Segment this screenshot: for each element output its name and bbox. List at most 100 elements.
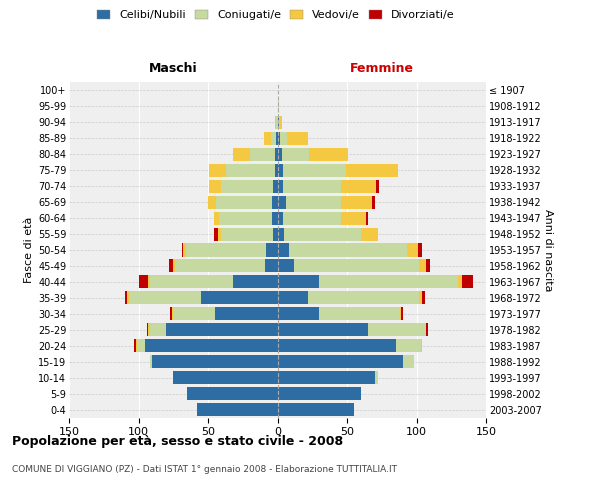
- Bar: [170, 308, 172, 320]
- Bar: [172, 308, 173, 320]
- Bar: [276, 116, 277, 129]
- Bar: [277, 180, 283, 192]
- Bar: [209, 164, 226, 177]
- Text: Popolazione per età, sesso e stato civile - 2008: Popolazione per età, sesso e stato civil…: [12, 435, 343, 448]
- Bar: [265, 260, 277, 272]
- Bar: [341, 196, 372, 208]
- Bar: [129, 292, 201, 304]
- Bar: [284, 228, 361, 240]
- Bar: [418, 244, 422, 256]
- Bar: [197, 403, 277, 416]
- Bar: [217, 196, 272, 208]
- Bar: [277, 132, 280, 145]
- Bar: [277, 308, 319, 320]
- Bar: [125, 292, 127, 304]
- Bar: [400, 308, 401, 320]
- Bar: [279, 116, 280, 129]
- Bar: [361, 228, 377, 240]
- Bar: [148, 276, 149, 288]
- Bar: [201, 292, 277, 304]
- Bar: [277, 148, 281, 161]
- Bar: [287, 132, 308, 145]
- Bar: [275, 164, 277, 177]
- Bar: [422, 292, 425, 304]
- Bar: [277, 403, 354, 416]
- Bar: [275, 116, 276, 129]
- Bar: [283, 212, 341, 224]
- Bar: [169, 260, 173, 272]
- Bar: [277, 212, 283, 224]
- Bar: [186, 244, 266, 256]
- Bar: [137, 339, 145, 352]
- Bar: [134, 339, 136, 352]
- Bar: [275, 148, 277, 161]
- Bar: [208, 196, 217, 208]
- Bar: [277, 355, 403, 368]
- Bar: [271, 132, 276, 145]
- Bar: [407, 244, 418, 256]
- Bar: [283, 164, 346, 177]
- Bar: [280, 116, 281, 129]
- Bar: [280, 132, 287, 145]
- Bar: [289, 244, 407, 256]
- Text: Femmine: Femmine: [350, 62, 414, 75]
- Bar: [274, 228, 277, 240]
- Bar: [182, 244, 183, 256]
- Bar: [277, 339, 395, 352]
- Bar: [127, 292, 129, 304]
- Bar: [463, 276, 473, 288]
- Bar: [458, 276, 463, 288]
- Bar: [173, 308, 215, 320]
- Bar: [419, 260, 426, 272]
- Bar: [214, 212, 219, 224]
- Bar: [272, 212, 277, 224]
- Bar: [421, 339, 422, 352]
- Bar: [276, 132, 277, 145]
- Bar: [375, 371, 377, 384]
- Bar: [346, 164, 398, 177]
- Bar: [277, 100, 279, 113]
- Bar: [277, 276, 319, 288]
- Bar: [277, 387, 361, 400]
- Bar: [277, 228, 284, 240]
- Bar: [250, 148, 275, 161]
- Bar: [139, 276, 148, 288]
- Bar: [214, 228, 218, 240]
- Bar: [175, 260, 265, 272]
- Y-axis label: Anni di nascita: Anni di nascita: [543, 208, 553, 291]
- Bar: [166, 323, 277, 336]
- Bar: [136, 339, 137, 352]
- Bar: [274, 180, 277, 192]
- Bar: [221, 228, 274, 240]
- Bar: [286, 196, 341, 208]
- Bar: [183, 244, 186, 256]
- Bar: [277, 371, 375, 384]
- Bar: [277, 292, 308, 304]
- Bar: [219, 212, 272, 224]
- Bar: [419, 292, 422, 304]
- Bar: [368, 323, 426, 336]
- Bar: [148, 323, 149, 336]
- Bar: [149, 355, 152, 368]
- Bar: [281, 148, 310, 161]
- Bar: [283, 180, 341, 192]
- Bar: [218, 228, 221, 240]
- Bar: [319, 308, 400, 320]
- Bar: [187, 387, 277, 400]
- Bar: [308, 292, 419, 304]
- Bar: [376, 180, 379, 192]
- Bar: [341, 180, 376, 192]
- Legend: Celibi/Nubili, Coniugati/e, Vedovi/e, Divorziati/e: Celibi/Nubili, Coniugati/e, Vedovi/e, Di…: [93, 6, 459, 25]
- Bar: [233, 276, 277, 288]
- Bar: [277, 323, 368, 336]
- Bar: [226, 164, 275, 177]
- Bar: [426, 260, 430, 272]
- Bar: [294, 260, 419, 272]
- Bar: [341, 212, 367, 224]
- Bar: [277, 116, 279, 129]
- Text: Maschi: Maschi: [149, 62, 197, 75]
- Bar: [319, 276, 458, 288]
- Bar: [277, 244, 289, 256]
- Bar: [152, 355, 277, 368]
- Bar: [310, 148, 349, 161]
